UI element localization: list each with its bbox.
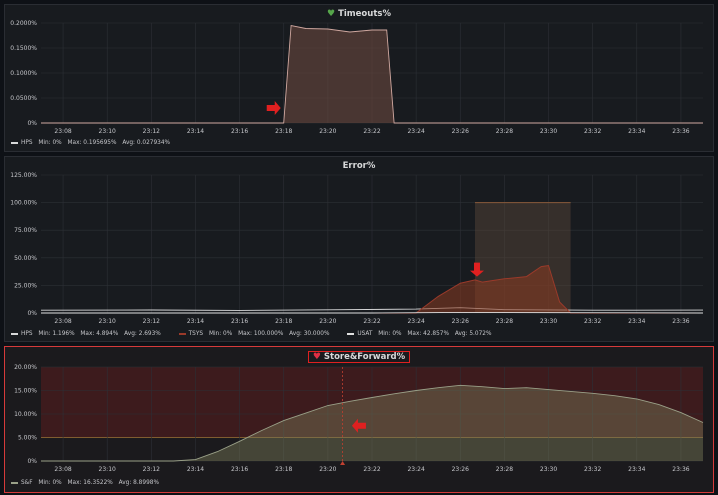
y-tick-label: 0.1500% <box>10 45 37 52</box>
x-tick-label: 23:12 <box>143 466 160 473</box>
legend-swatch <box>11 332 18 335</box>
y-tick-label: 10.00% <box>14 411 37 418</box>
x-tick-label: 23:16 <box>231 318 248 325</box>
x-tick-label: 23:24 <box>407 128 424 135</box>
series-area-tsys <box>41 265 703 313</box>
legend-swatch <box>347 332 355 335</box>
x-tick-label: 23:36 <box>672 466 689 473</box>
annotation-arrow-icon <box>469 262 484 277</box>
heart-icon: ♥ <box>312 352 321 362</box>
x-tick-label: 23:16 <box>231 128 248 135</box>
x-tick-label: 23:10 <box>99 318 116 325</box>
panel-title[interactable]: Error% <box>342 161 376 171</box>
x-tick-label: 23:08 <box>54 128 71 135</box>
y-tick-label: 0.2000% <box>10 20 37 27</box>
store-forward-chart[interactable]: 20.00% 15.00% 10.00% 5.00% 0% 23:08 23:10 23:12… <box>5 347 713 479</box>
heart-icon: ♥ <box>327 9 336 19</box>
y-tick-label: 50.00% <box>14 255 37 262</box>
x-tick-label: 23:14 <box>187 318 204 325</box>
series-line-hps <box>41 24 703 124</box>
x-tick-label: 23:12 <box>143 128 160 135</box>
x-tick-label: 23:30 <box>540 318 557 325</box>
y-tick-label: 20.00% <box>14 364 37 371</box>
error-chart[interactable]: 125.00% 100.00% 75.00% 50.00% 25.00% 0% 23:08 2… <box>5 157 713 329</box>
error-panel: Error% 125.00% 100.00% 75.00% 50.00% 25.00% 0… <box>4 156 714 342</box>
y-tick-label: 125.00% <box>10 172 37 179</box>
y-tick-label: 0% <box>27 310 37 317</box>
x-tick-label: 23:34 <box>628 466 645 473</box>
x-tick-label: 23:36 <box>672 128 689 135</box>
x-tick-label: 23:34 <box>628 318 645 325</box>
legend-item-snf[interactable]: S&F Min: 0% Max: 16.3522% Avg: 8.8998% <box>11 480 163 486</box>
x-tick-label: 23:10 <box>99 128 116 135</box>
title-highlight-box: ♥ Store&Forward% <box>307 351 411 363</box>
annotation-arrow-icon <box>266 101 281 115</box>
legend-swatch <box>11 481 18 484</box>
x-tick-label: 23:08 <box>54 466 71 473</box>
legend: S&F Min: 0% Max: 16.3522% Avg: 8.8998% <box>11 480 175 486</box>
y-tick-label: 25.00% <box>14 282 37 289</box>
x-tick-label: 23:14 <box>187 128 204 135</box>
legend-item-usat[interactable]: USAT Min: 0% Max: 42.857% Avg: 5.072% <box>347 331 495 337</box>
series-area-hps <box>41 25 703 123</box>
series-line-tsys <box>41 264 703 314</box>
series-area-sf <box>41 385 703 461</box>
x-tick-label: 23:18 <box>275 466 292 473</box>
y-tick-label: 100.00% <box>10 200 37 207</box>
timeouts-panel: ♥ Timeouts% 0.2000% 0.1500% 0.1000% 0.0500% 0… <box>4 4 714 152</box>
x-tick-label: 23:08 <box>54 318 71 325</box>
y-tick-label: 0% <box>27 458 37 465</box>
time-marker-caret-icon <box>340 461 346 465</box>
legend-swatch <box>178 332 186 335</box>
x-tick-label: 23:16 <box>231 466 248 473</box>
y-tick-label: 0% <box>27 120 37 127</box>
store-forward-panel: ♥ Store&Forward% 20.00% 15.00% 10.00% 5.00% 0… <box>4 346 714 493</box>
x-tick-label: 23:20 <box>319 128 336 135</box>
x-tick-label: 23:18 <box>275 318 292 325</box>
legend-swatch <box>11 141 18 144</box>
x-tick-label: 23:34 <box>628 128 645 135</box>
y-tick-label: 0.0500% <box>10 95 37 102</box>
x-tick-label: 23:22 <box>363 466 380 473</box>
x-tick-label: 23:28 <box>496 128 513 135</box>
legend-item-tsys[interactable]: TSYS Min: 0% Max: 100.000% Avg: 30.000% <box>178 331 336 337</box>
y-tick-label: 75.00% <box>14 227 37 234</box>
legend-item-hps[interactable]: HPS Min: 0% Max: 0.195695% Avg: 0.027934… <box>11 140 174 146</box>
x-tick-label: 23:26 <box>452 128 469 135</box>
panel-title[interactable]: ♥ Timeouts% <box>327 9 391 19</box>
x-tick-label: 23:12 <box>143 318 160 325</box>
legend: HPS Min: 0% Max: 0.195695% Avg: 0.027934… <box>11 140 186 146</box>
series-line-sf <box>41 384 704 462</box>
series-line-usat <box>41 311 704 314</box>
x-tick-label: 23:18 <box>275 128 292 135</box>
x-tick-label: 23:22 <box>363 128 380 135</box>
x-tick-label: 23:26 <box>452 318 469 325</box>
x-tick-label: 23:26 <box>452 466 469 473</box>
x-tick-label: 23:28 <box>496 466 513 473</box>
x-tick-label: 23:30 <box>540 128 557 135</box>
x-tick-label: 23:10 <box>99 466 116 473</box>
x-tick-label: 23:32 <box>584 318 601 325</box>
x-tick-label: 23:24 <box>407 466 424 473</box>
annotation-arrow-icon <box>351 418 366 433</box>
y-tick-label: 5.00% <box>18 435 37 442</box>
timeouts-chart[interactable]: 0.2000% 0.1500% 0.1000% 0.0500% 0% 23:08 23:10… <box>5 5 713 139</box>
x-tick-label: 23:24 <box>407 318 424 325</box>
x-tick-label: 23:28 <box>496 318 513 325</box>
x-tick-label: 23:36 <box>672 318 689 325</box>
x-tick-label: 23:22 <box>363 318 380 325</box>
legend: HPS Min: 1.196% Max: 4.894% Avg: 2.693% … <box>11 331 507 337</box>
x-tick-label: 23:20 <box>319 318 336 325</box>
y-tick-label: 15.00% <box>14 388 37 395</box>
y-tick-label: 0.1000% <box>10 70 37 77</box>
x-tick-label: 23:14 <box>187 466 204 473</box>
x-tick-label: 23:30 <box>540 466 557 473</box>
panel-title[interactable]: ♥ Store&Forward% <box>5 351 713 363</box>
x-tick-label: 23:32 <box>584 466 601 473</box>
x-tick-label: 23:32 <box>584 128 601 135</box>
x-tick-label: 23:20 <box>319 466 336 473</box>
legend-item-hps[interactable]: HPS Min: 1.196% Max: 4.894% Avg: 2.693% <box>11 331 167 337</box>
